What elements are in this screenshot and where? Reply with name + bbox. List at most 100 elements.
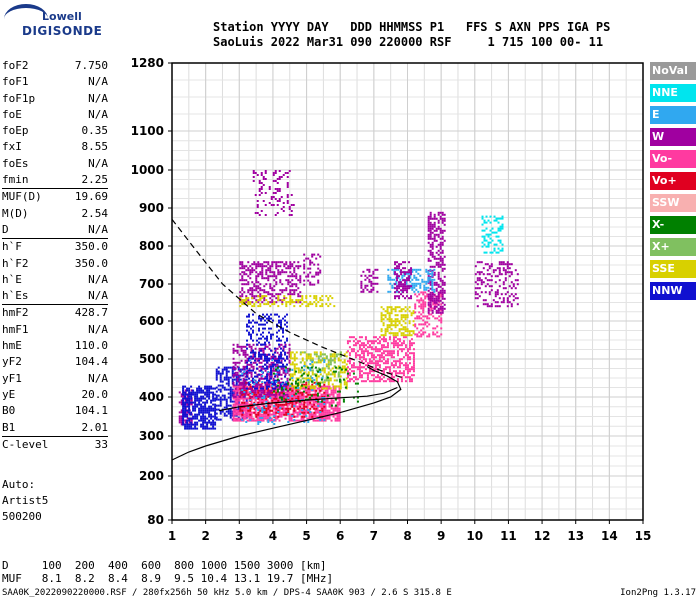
echo-point (270, 198, 273, 200)
echo-point (283, 265, 286, 268)
echo-point (437, 277, 440, 280)
echo-point (324, 385, 327, 388)
echo-point (289, 271, 292, 274)
echo-point (303, 405, 306, 408)
echo-point (316, 403, 319, 406)
echo-point (303, 411, 306, 414)
echo-point (333, 375, 336, 378)
echo-point (323, 361, 326, 363)
echo-point (286, 367, 289, 370)
echo-point (299, 305, 302, 308)
echo-point (282, 210, 285, 212)
echo-point (299, 379, 302, 382)
echo-point (268, 317, 271, 320)
echo-point (422, 331, 425, 334)
echo-point (482, 281, 485, 284)
param-value: 104.1 (74, 404, 108, 418)
echo-point (260, 393, 263, 396)
echo-point (333, 385, 336, 388)
echo-point (274, 349, 277, 352)
echo-point (289, 377, 292, 380)
echo-point (266, 317, 269, 320)
echo-point (395, 290, 398, 293)
echo-point (376, 282, 379, 285)
echo-point (241, 283, 244, 286)
echo-point (316, 411, 319, 414)
echo-point (362, 358, 365, 361)
echo-point (253, 391, 256, 394)
echo-point (262, 178, 265, 180)
echo-point (186, 397, 189, 400)
echo-point (293, 369, 296, 372)
echo-point (306, 391, 309, 394)
echo-point (281, 291, 284, 294)
echo-point (438, 315, 441, 318)
echo-point (484, 291, 487, 294)
y-tick-label: 80 (147, 513, 164, 527)
echo-point (208, 411, 211, 414)
echo-point (275, 265, 278, 268)
echo-point (249, 405, 252, 408)
echo-point (317, 301, 320, 304)
echo-point (409, 276, 412, 279)
echo-point (260, 399, 263, 402)
echo-point (249, 293, 252, 296)
echo-point (212, 415, 215, 418)
echo-point (269, 417, 272, 419)
echo-point (237, 378, 240, 381)
echo-point (392, 346, 395, 349)
echo-point (200, 405, 203, 408)
echo-point (308, 399, 311, 402)
echo-point (352, 344, 355, 347)
echo-point (258, 415, 261, 418)
echo-point (326, 376, 329, 379)
echo-point (276, 331, 279, 334)
echo-point (412, 366, 415, 369)
echo-point (236, 361, 239, 364)
echo-point (266, 391, 269, 394)
echo-point (262, 419, 265, 422)
echo-point (312, 405, 315, 408)
echo-point (304, 389, 307, 392)
echo-point (435, 295, 438, 298)
echo-point (316, 397, 319, 400)
echo-point (398, 291, 401, 294)
echo-point (400, 318, 403, 321)
echo-point (252, 180, 255, 182)
echo-point (289, 297, 292, 300)
echo-point (440, 321, 443, 324)
echo-point (251, 405, 254, 408)
echo-point (271, 299, 274, 302)
echo-point (273, 271, 276, 274)
echo-point (441, 289, 444, 292)
echo-point (235, 382, 238, 385)
echo-point (208, 419, 211, 422)
echo-point (200, 415, 203, 418)
echo-point (276, 395, 279, 398)
y-tick-label: 1100 (131, 124, 164, 138)
echo-point (358, 362, 361, 365)
echo-point (433, 278, 436, 281)
echo-point (303, 279, 306, 282)
echo-point (259, 271, 262, 274)
echo-point (225, 404, 228, 407)
legend-item: W (650, 128, 696, 146)
echo-point (293, 415, 296, 418)
echo-point (376, 374, 379, 377)
echo-point (301, 381, 304, 384)
echo-point (256, 212, 259, 214)
echo-point (272, 353, 275, 356)
x-tick-label: 6 (336, 529, 344, 543)
echo-point (266, 417, 269, 420)
echo-point (497, 221, 500, 224)
echo-point (510, 305, 513, 308)
echo-point (328, 393, 331, 396)
echo-point (386, 318, 389, 321)
echo-point (478, 271, 481, 274)
echo-point (256, 393, 259, 396)
echo-point (311, 415, 314, 418)
echo-point (227, 376, 230, 379)
echo-point (328, 385, 331, 388)
echo-point (236, 395, 239, 398)
echo-point (281, 407, 284, 410)
